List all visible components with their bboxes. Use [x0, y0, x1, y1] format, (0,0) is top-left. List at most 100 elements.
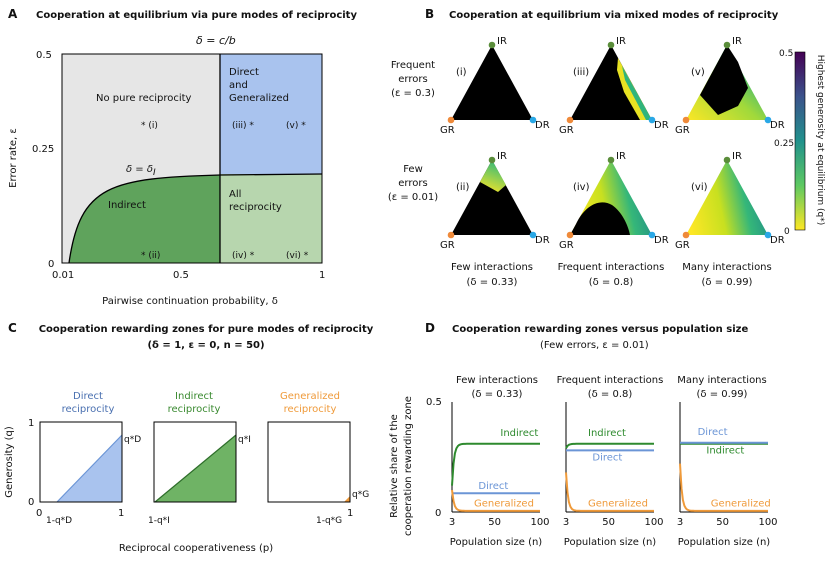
vertex-dots [447, 41, 772, 239]
d-xlabel-1: Population size (n) [564, 537, 657, 548]
colorbar [794, 51, 806, 231]
triangle-v: (v) [686, 45, 768, 120]
d-xlabel-0: Population size (n) [450, 537, 543, 548]
ir-label-4: IR [616, 151, 626, 162]
b-col3-a: Many interactions [682, 262, 771, 273]
b-col2-a: Frequent interactions [558, 262, 665, 273]
c-box-direct [39, 421, 123, 503]
dr-dot-2 [529, 231, 537, 239]
d-ytick-0: 0 [435, 508, 441, 519]
ir-label-2: IR [497, 151, 507, 162]
gr-dot-6 [682, 231, 690, 239]
ir-dot-1 [488, 41, 496, 49]
c-x1: 1 [118, 508, 124, 519]
tri-ii-fill [451, 160, 533, 235]
a-ytick-0: 0 [48, 259, 54, 270]
label-and: and [229, 80, 248, 91]
c-xI: 1-q*I [148, 516, 170, 526]
a-xaxis-label: Pairwise continuation probability, δ [102, 296, 278, 307]
ir-label-6: IR [732, 151, 742, 162]
tri-v-black [700, 45, 748, 115]
ir-dot-4 [607, 156, 615, 164]
vertex-labels: IR GR DR IR GR DR IR GR DR IR GR DR IR G… [440, 36, 785, 251]
c-title-indirect-b: reciprocity [168, 404, 221, 415]
point-ii: * (ii) [141, 251, 160, 261]
tri-iii-green [622, 66, 652, 120]
c-y0: 0 [28, 497, 34, 508]
tri-vi-fill [686, 160, 768, 235]
d-xtick-2-100: 100 [758, 517, 777, 528]
d-col2-b: (δ = 0.8) [588, 389, 633, 400]
c-box-indirect [153, 421, 237, 503]
tri-iii-label: (iii) [573, 67, 589, 78]
triangle-iv: (iv) [570, 160, 652, 235]
panel-b-title: Cooperation at equilibrium via mixed mod… [449, 10, 779, 21]
gr-dot-1 [447, 116, 455, 124]
b-row1-c: (ε = 0.3) [391, 88, 435, 99]
d-col3-b: (δ = 0.99) [697, 389, 748, 400]
region-indirect [69, 175, 220, 263]
triangle-i: (i) [451, 45, 533, 120]
d-label-indirect-0: Indirect [500, 428, 538, 439]
d-col2-a: Frequent interactions [557, 375, 664, 386]
c-line-direct [56, 434, 123, 503]
c-qG: q*G [352, 490, 369, 500]
d-xtick-0-3: 3 [449, 517, 455, 528]
c-title-generalized-b: reciprocity [284, 404, 337, 415]
label-direct: Direct [229, 67, 259, 78]
d-label-generalized-0: Generalized [474, 499, 534, 510]
d-label-direct-0: Direct [478, 481, 508, 492]
c-line-indirect [154, 434, 237, 503]
dr-dot-4 [648, 231, 656, 239]
tri-iv-black [570, 202, 630, 235]
dr-dot-3 [648, 116, 656, 124]
d-line-indirect-1 [565, 442, 654, 449]
gr-label-2: GR [440, 240, 455, 251]
d-xtick-0-50: 50 [488, 517, 501, 528]
dr-dot-1 [529, 116, 537, 124]
panel-a-title: Cooperation at equilibrium via pure mode… [36, 10, 357, 21]
panel-d-title: Cooperation rewarding zones versus popul… [452, 324, 748, 335]
a-xtick-05: 0.5 [173, 270, 189, 281]
point-i: * (i) [141, 121, 158, 131]
dr-dot-6 [764, 231, 772, 239]
b-row2-c: (ε = 0.01) [388, 192, 438, 203]
c-title-direct-a: Direct [73, 391, 103, 402]
ir-dot-2 [488, 156, 496, 164]
dr-label-2: DR [535, 235, 550, 246]
c-title-indirect-a: Indirect [175, 391, 213, 402]
d-line-generalized-2 [679, 463, 768, 512]
triangle-iii: (iii) [570, 45, 652, 120]
tri-ii-label: (ii) [456, 182, 469, 193]
c-yaxis-label: Generosity (q) [4, 426, 15, 498]
b-col1-b: (δ = 0.33) [467, 277, 518, 288]
panel-a: A Cooperation at equilibrium via pure mo… [8, 7, 357, 307]
label-all: All [229, 189, 241, 200]
panel-d-subtitle: (Few errors, ε = 0.01) [540, 340, 649, 351]
label-indirect: Indirect [108, 200, 146, 211]
c-zone-generalized [344, 496, 350, 502]
panel-c-subtitle: (δ = 1, ε = 0, n = 50) [147, 340, 264, 351]
delta-l-curve [68, 173, 323, 264]
c-x0: 0 [36, 508, 42, 519]
gr-dot-4 [566, 231, 574, 239]
d-xtick-1-3: 3 [563, 517, 569, 528]
d-label-indirect-1: Indirect [588, 428, 626, 439]
label-generalized: Generalized [229, 93, 289, 104]
dr-label-6: DR [770, 235, 785, 246]
dr-label-3: DR [654, 120, 669, 131]
dr-label-5: DR [770, 120, 785, 131]
dr-label-4: DR [654, 235, 669, 246]
d-xtick-1-50: 50 [602, 517, 615, 528]
gr-label-1: GR [440, 125, 455, 136]
delta-cb-label: δ = c/b [196, 34, 236, 47]
d-label-direct-2: Direct [698, 427, 728, 438]
d-ytick-05: 0.5 [426, 397, 442, 408]
region-direct-generalized [220, 54, 322, 174]
d-col1-b: (δ = 0.33) [472, 389, 523, 400]
triangle-ii: (ii) [451, 160, 533, 235]
ir-dot-5 [723, 41, 731, 49]
c-xaxis-label: Reciprocal cooperativeness (p) [119, 543, 273, 554]
point-v: (v) * [286, 121, 306, 131]
